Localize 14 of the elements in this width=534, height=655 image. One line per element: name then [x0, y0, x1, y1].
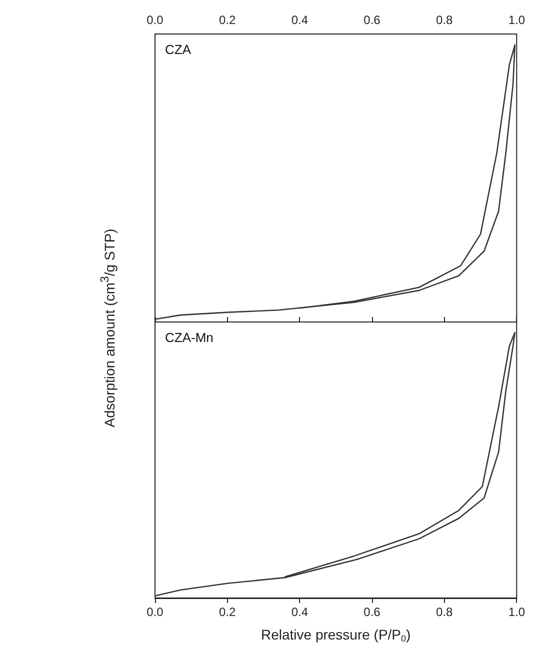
x-tick-label: 0.4	[291, 605, 308, 619]
x-tick-label: 0.8	[436, 13, 453, 27]
chart-title: CZA	[165, 42, 192, 57]
x-tick-label: 0.4	[291, 13, 308, 27]
x-tick-label: 0.0	[146, 13, 164, 27]
x-tick-label: 0.2	[218, 605, 236, 619]
x-tick-label: 1.0	[508, 13, 526, 27]
x-tick-label: 0.0	[146, 605, 164, 619]
x-tick-label: 0.8	[436, 605, 453, 619]
x-tick-label: 1.0	[508, 605, 526, 619]
x-tick-label: 0.6	[364, 605, 381, 619]
chart-title: CZA-Mn	[165, 330, 214, 345]
x-tick-label: 0.2	[218, 13, 236, 27]
x-tick-label: 0.6	[364, 13, 381, 27]
